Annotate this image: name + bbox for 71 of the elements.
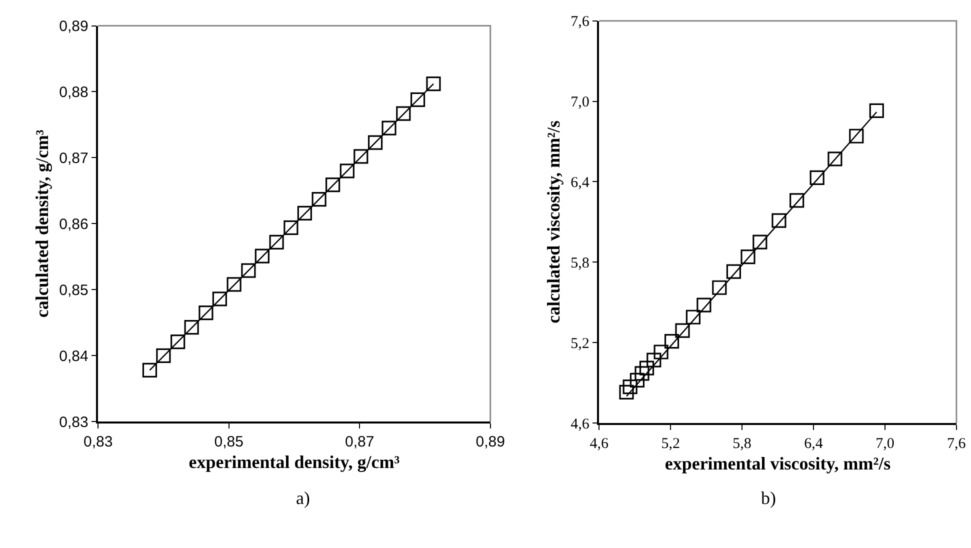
y-tick-label: 6,4 <box>570 174 590 191</box>
point <box>297 206 312 220</box>
point <box>869 103 884 118</box>
point <box>849 128 864 144</box>
point <box>410 92 426 107</box>
point <box>212 292 227 306</box>
point <box>269 234 284 250</box>
y-tick-label: 5,8 <box>570 255 590 272</box>
point <box>396 106 411 121</box>
x-tick-label: 7,0 <box>876 436 894 452</box>
point <box>639 360 654 376</box>
point <box>696 298 712 312</box>
y-tick-label: 0,88 <box>59 84 88 101</box>
y-tick-label: 0,85 <box>59 282 88 299</box>
point <box>675 323 690 338</box>
x-tick-label: 6,4 <box>804 436 824 452</box>
text: b) <box>761 488 776 508</box>
point <box>619 384 634 400</box>
point <box>354 149 368 164</box>
x-tick-label: 5,2 <box>661 436 680 452</box>
text: a) <box>296 488 310 508</box>
point <box>184 320 199 335</box>
point <box>654 344 668 360</box>
point <box>156 348 171 363</box>
y-tick-label: 5,2 <box>570 336 590 352</box>
point <box>622 380 638 394</box>
x-tick-label: 5,8 <box>732 436 752 452</box>
y-tick-label: 7,0 <box>570 94 590 111</box>
point <box>726 264 741 279</box>
point <box>772 213 786 228</box>
point <box>426 76 441 92</box>
point <box>712 280 727 295</box>
point <box>340 164 354 178</box>
x-tick-label: 0,89 <box>476 433 505 450</box>
y-tick-label: 0,86 <box>59 216 88 233</box>
point <box>368 135 383 150</box>
x-tick-label: 0,85 <box>214 433 244 450</box>
point <box>254 248 270 264</box>
point <box>790 193 804 208</box>
point <box>382 120 396 136</box>
y-tick-label: 0,89 <box>59 18 88 36</box>
x-tick-label: 7,6 <box>947 436 966 452</box>
x-tick-label: 0,87 <box>344 433 374 450</box>
point <box>142 362 158 378</box>
x-tick-label: 4,6 <box>590 436 609 452</box>
point <box>226 277 242 292</box>
point <box>646 352 662 368</box>
point <box>198 306 214 320</box>
point <box>686 310 701 324</box>
point <box>312 192 326 207</box>
point <box>284 220 298 235</box>
point <box>241 263 256 278</box>
x-axis-title: experimental density, g/cm³ <box>188 452 400 472</box>
x-tick-label: 0,83 <box>83 433 113 450</box>
point <box>634 366 650 381</box>
point <box>170 334 186 350</box>
point <box>752 234 768 250</box>
y-tick-label: 0,83 <box>59 414 88 431</box>
y-axis-title: calculated viscosity, mm²/s <box>543 120 564 324</box>
point <box>828 152 842 166</box>
point <box>630 372 645 388</box>
y-tick-label: 0,87 <box>59 150 88 167</box>
point <box>325 177 340 192</box>
point <box>740 250 756 264</box>
y-axis-title: calculated density, g/cm³ <box>32 129 52 318</box>
y-tick-label: 0,84 <box>59 348 88 365</box>
point <box>664 334 680 349</box>
x-axis-title: experimental viscosity, mm²/s <box>664 453 891 474</box>
y-tick-label: 7,6 <box>570 14 590 30</box>
y-tick-label: 4,6 <box>570 416 590 432</box>
point <box>810 170 824 185</box>
